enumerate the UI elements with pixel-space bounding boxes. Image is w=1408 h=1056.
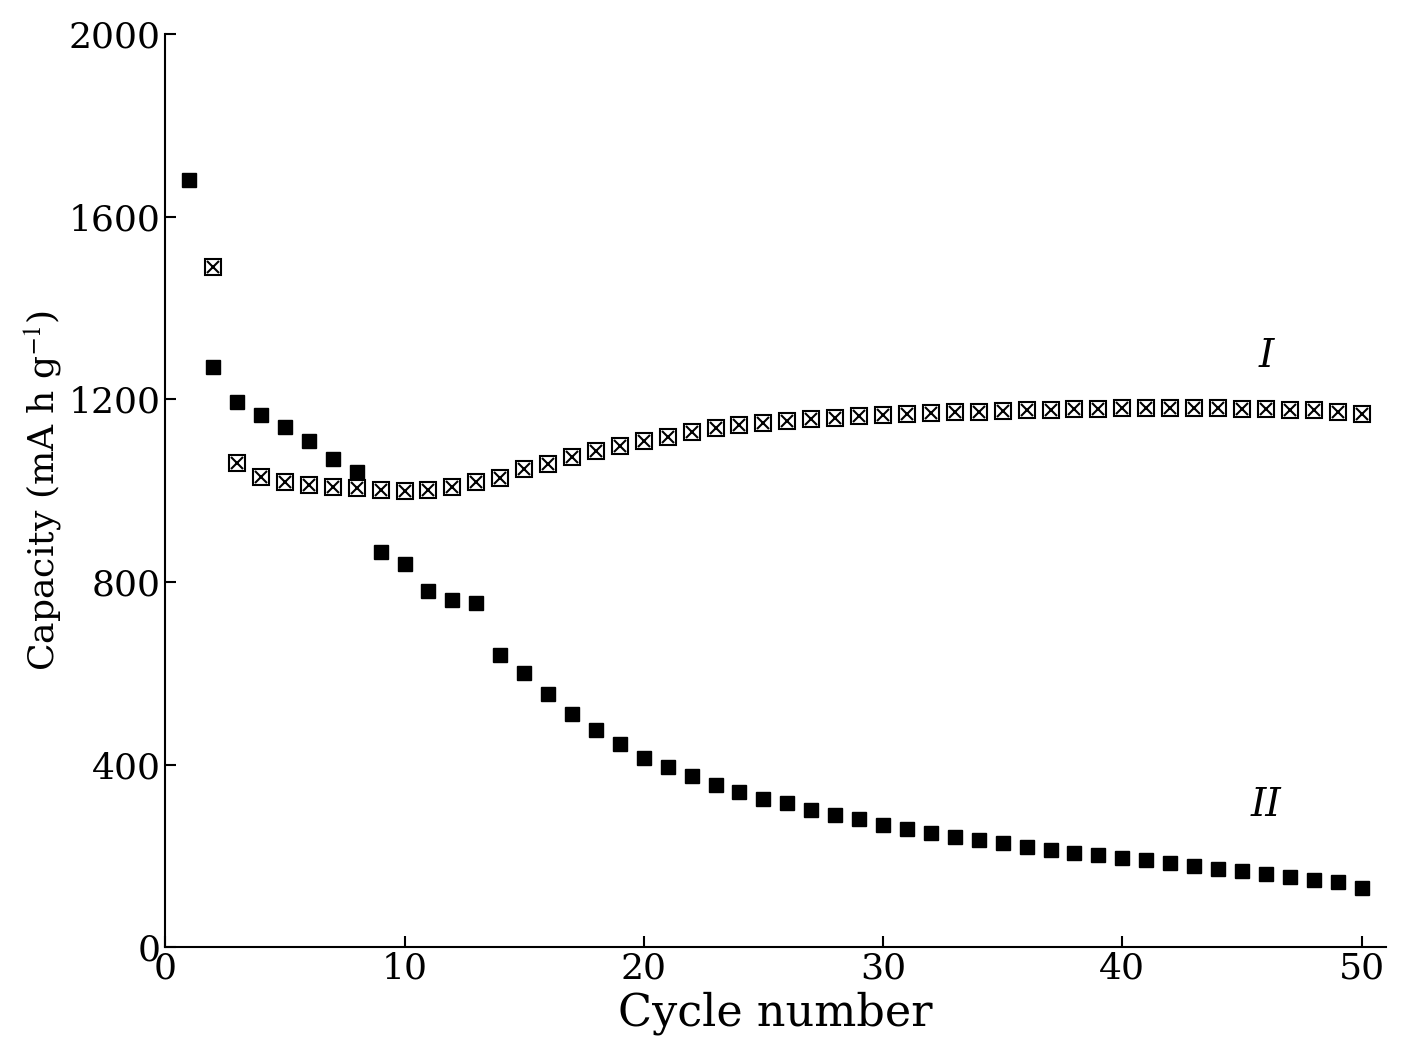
Y-axis label: Capacity (mA h g$^{-1}$): Capacity (mA h g$^{-1}$) (21, 310, 63, 672)
X-axis label: Cycle number: Cycle number (618, 992, 932, 1035)
Text: II: II (1250, 787, 1281, 824)
Text: I: I (1259, 338, 1274, 375)
